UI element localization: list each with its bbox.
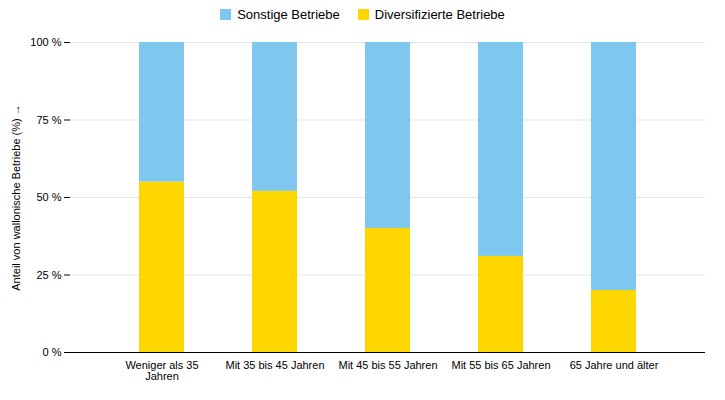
html-text:Sonstige Betriebe: Sonstige Betriebe	[237, 6, 340, 22]
svg-text:100 %: 100 %	[30, 36, 61, 48]
svg-text:Mit 55 bis 65 Jahren: Mit 55 bis 65 Jahren	[451, 359, 550, 371]
svg-text:0 %: 0 %	[43, 346, 62, 358]
svg-text:65 Jahre und älter: 65 Jahre und älter	[570, 359, 659, 371]
svg-text:50 %: 50 %	[36, 191, 61, 203]
svg-text:Mit 35 bis 45 Jahren: Mit 35 bis 45 Jahren	[225, 359, 324, 371]
svg-text:25 %: 25 %	[36, 269, 61, 281]
html-text:Diversifizierte Betriebe: Diversifizierte Betriebe	[374, 6, 505, 22]
svg-text:75 %: 75 %	[36, 114, 61, 126]
svg-text:Mit 45 bis 55 Jahren: Mit 45 bis 55 Jahren	[338, 359, 437, 371]
svg-text:Anteil von wallonische Betrieb: Anteil von wallonische Betriebe (%) →	[10, 104, 22, 290]
svg-text:Weniger als 35Jahren: Weniger als 35Jahren	[125, 359, 198, 382]
